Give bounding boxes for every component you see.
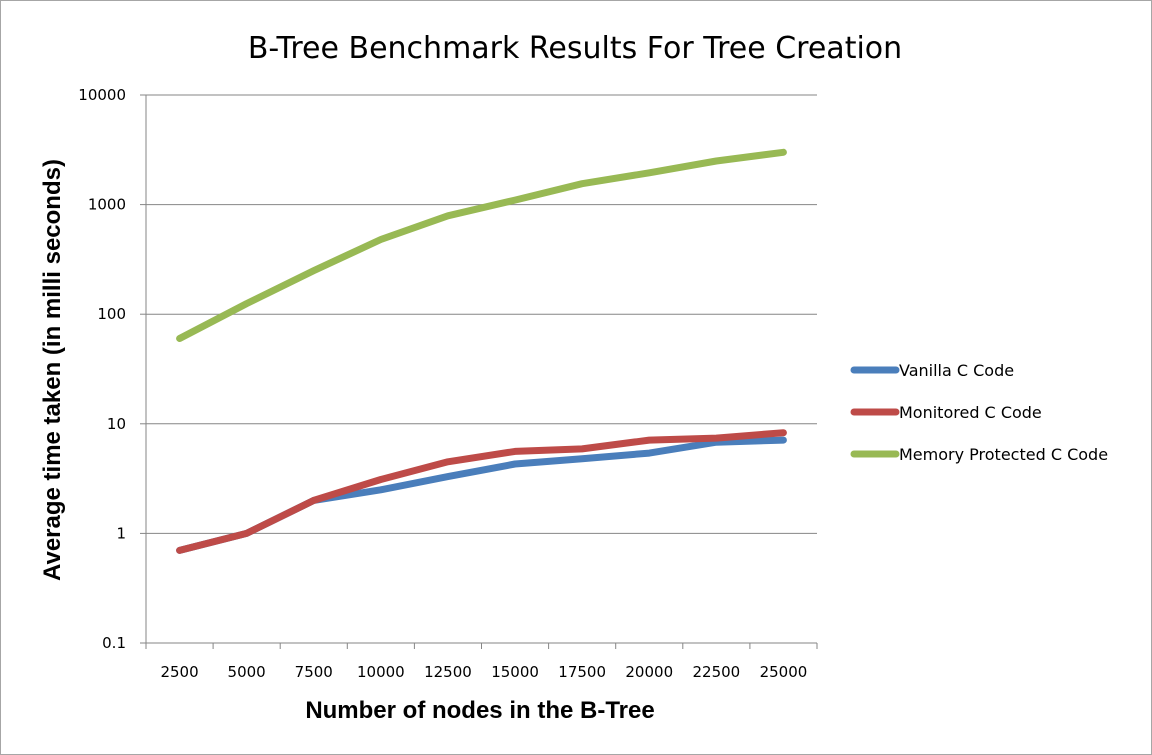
legend: Vanilla C Code Monitored C Code Memory Pro… xyxy=(850,361,1108,464)
series-line-2 xyxy=(176,429,787,554)
x-tick-label: 5000 xyxy=(228,663,266,681)
x-tick-label: 12500 xyxy=(424,663,472,681)
x-axis-title: Number of nodes in the B-Tree xyxy=(305,697,654,724)
gridlines xyxy=(146,94,817,534)
x-tick-label: 15000 xyxy=(491,663,539,681)
y-axis-title: Average time taken (in milli seconds) xyxy=(39,159,66,581)
series-line-3 xyxy=(176,148,787,342)
x-tick-label: 2500 xyxy=(160,663,198,681)
chart-title: B-Tree Benchmark Results For Tree Creati… xyxy=(248,31,902,66)
y-tick-labels: 0.1 1 10 100 1000 10000 xyxy=(78,86,126,652)
x-tick-label: 20000 xyxy=(625,663,673,681)
series-lines xyxy=(176,148,787,554)
legend-label: Memory Protected C Code xyxy=(899,445,1108,464)
y-tick-label: 0.1 xyxy=(102,634,126,652)
legend-label: Monitored C Code xyxy=(899,403,1042,422)
axes xyxy=(140,94,818,649)
x-tick-labels: 2500 5000 7500 10000 12500 15000 17500 20000 225… xyxy=(160,663,807,681)
y-tick-label: 1 xyxy=(116,524,126,542)
legend-label: Vanilla C Code xyxy=(899,361,1014,380)
x-tick-label: 17500 xyxy=(558,663,606,681)
x-tick-label: 10000 xyxy=(357,663,405,681)
y-tick-label: 10000 xyxy=(78,86,126,104)
y-tick-label: 100 xyxy=(97,305,126,323)
x-tick-label: 25000 xyxy=(760,663,808,681)
y-tick-label: 1000 xyxy=(88,196,126,214)
x-tick-label: 7500 xyxy=(295,663,333,681)
x-tick-label: 22500 xyxy=(692,663,740,681)
y-tick-label: 10 xyxy=(107,415,126,433)
